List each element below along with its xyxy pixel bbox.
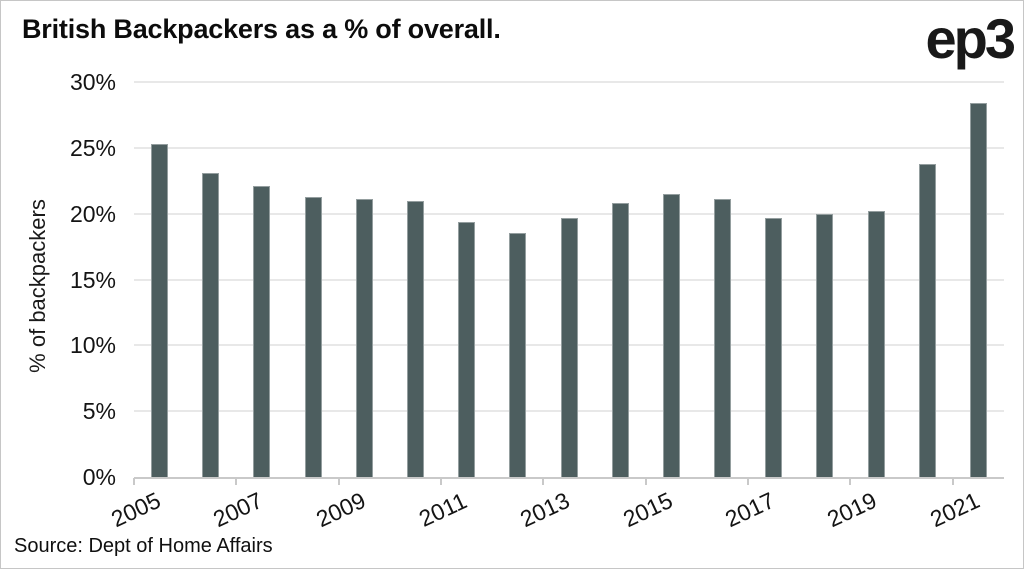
bar-2011 bbox=[458, 221, 476, 477]
bar-2013 bbox=[560, 217, 578, 477]
bar-2016 bbox=[714, 199, 732, 477]
bar-2006 bbox=[202, 172, 220, 477]
bar-2015 bbox=[662, 193, 680, 477]
y-tick-label-20: 20% bbox=[69, 200, 116, 227]
axis-tick-2013 bbox=[542, 478, 545, 485]
axis-tick-2007 bbox=[235, 478, 238, 485]
axis-tick-2005 bbox=[133, 478, 135, 485]
y-tick-label-5: 5% bbox=[82, 398, 116, 425]
y-tick-label-25: 25% bbox=[69, 134, 116, 161]
x-tick-label-2005: 2005 bbox=[107, 486, 165, 533]
bar-2014 bbox=[611, 203, 629, 477]
x-tick-label-2009: 2009 bbox=[311, 486, 370, 533]
axis-tick-2021 bbox=[951, 478, 954, 485]
axis-tick-2017 bbox=[747, 478, 750, 485]
bar-2018 bbox=[816, 213, 834, 477]
y-tick-label-0: 0% bbox=[82, 464, 116, 490]
axis-tick-2019 bbox=[849, 478, 852, 485]
bar-2009 bbox=[355, 199, 373, 477]
plot-area bbox=[134, 81, 1004, 479]
x-tick-label-2015: 2015 bbox=[618, 486, 677, 533]
bar-2010 bbox=[406, 200, 424, 477]
gridline-30 bbox=[134, 81, 1004, 83]
axis-tick-2009 bbox=[337, 478, 340, 485]
x-tick-label-2017: 2017 bbox=[721, 486, 779, 533]
bar-2007 bbox=[253, 186, 271, 477]
ep3-logo: ep3 bbox=[925, 7, 1016, 70]
bar-2021 bbox=[969, 103, 987, 477]
bar-2017 bbox=[765, 217, 783, 477]
axis-tick-2015 bbox=[644, 478, 647, 485]
axis-tick-2011 bbox=[440, 478, 443, 485]
bar-2008 bbox=[304, 196, 322, 477]
y-tick-label-10: 10% bbox=[69, 332, 116, 359]
y-tick-label-30: 30% bbox=[69, 69, 116, 95]
x-tick-label-2019: 2019 bbox=[823, 486, 881, 533]
gridline-20 bbox=[134, 212, 1004, 215]
bar-2005 bbox=[151, 143, 169, 477]
bar-2019 bbox=[867, 211, 885, 477]
bar-2020 bbox=[918, 163, 936, 477]
gridline-25 bbox=[134, 146, 1004, 149]
bar-2012 bbox=[509, 233, 527, 477]
x-tick-label-2007: 2007 bbox=[209, 486, 267, 533]
x-tick-label-2021: 2021 bbox=[925, 486, 984, 533]
x-tick-label-2011: 2011 bbox=[414, 487, 471, 532]
source-note: Source: Dept of Home Affairs bbox=[14, 535, 273, 557]
y-tick-label-15: 15% bbox=[69, 266, 116, 293]
chart-title: British Backpackers as a % of overall. bbox=[22, 14, 501, 44]
x-tick-label-2013: 2013 bbox=[516, 486, 574, 533]
